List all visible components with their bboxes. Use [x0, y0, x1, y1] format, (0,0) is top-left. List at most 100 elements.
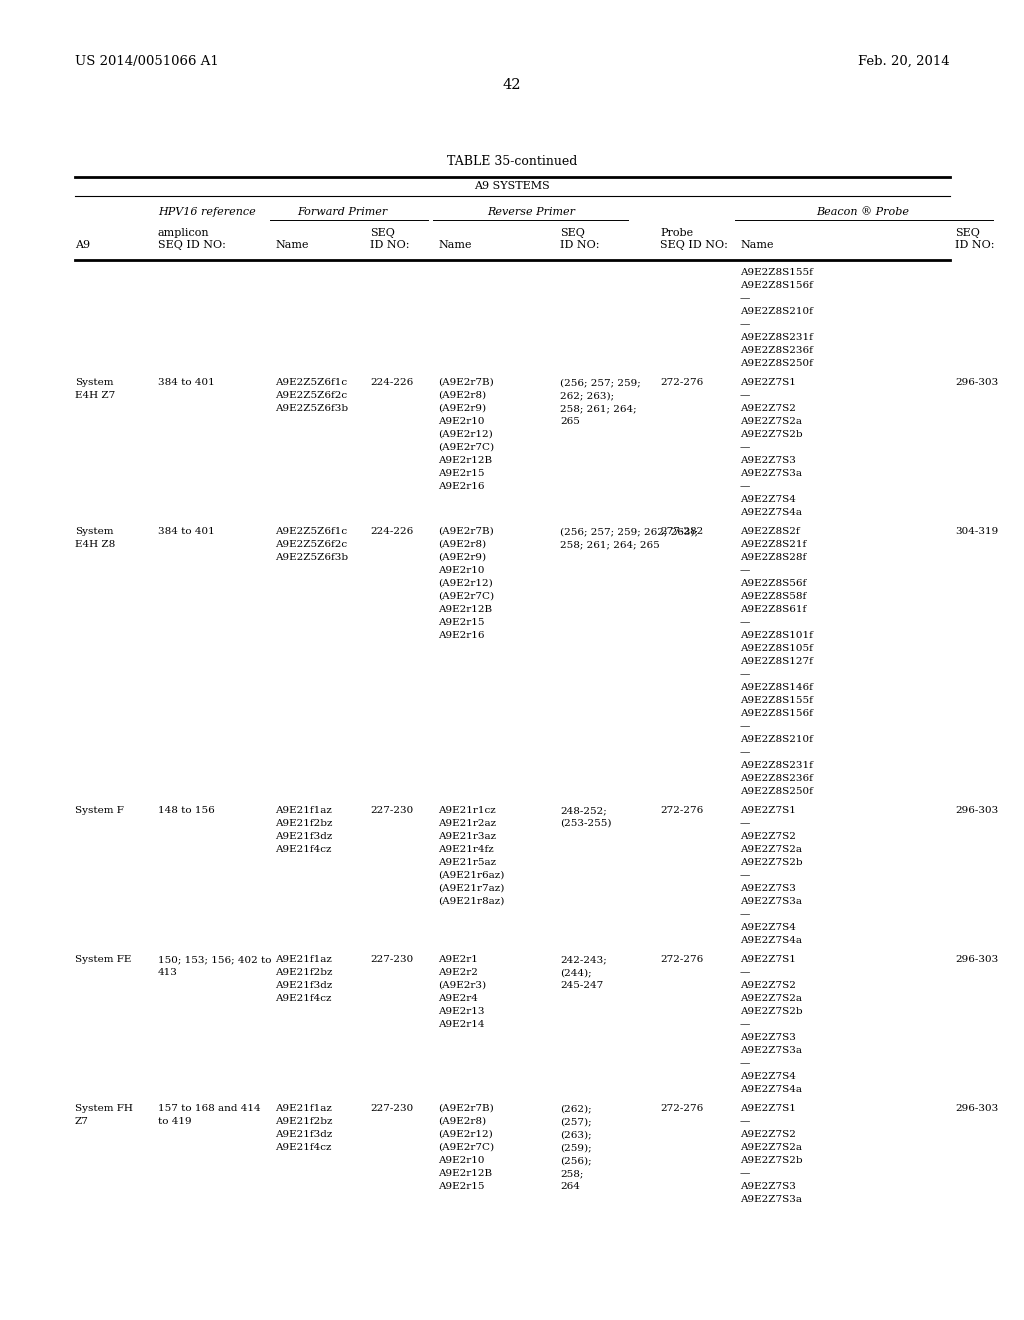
Text: A9E21f3dz: A9E21f3dz	[275, 1130, 333, 1139]
Text: A9E2Z8S210f: A9E2Z8S210f	[740, 308, 813, 315]
Text: A9E21f4cz: A9E21f4cz	[275, 994, 332, 1003]
Text: E4H Z7: E4H Z7	[75, 391, 116, 400]
Text: SEQ
ID NO:: SEQ ID NO:	[560, 228, 599, 249]
Text: 227-230: 227-230	[370, 954, 414, 964]
Text: 258; 261; 264; 265: 258; 261; 264; 265	[560, 540, 659, 549]
Text: A9E21f2bz: A9E21f2bz	[275, 968, 333, 977]
Text: A9E21r4fz: A9E21r4fz	[438, 845, 494, 854]
Text: Feb. 20, 2014: Feb. 20, 2014	[858, 55, 950, 69]
Text: A9 SYSTEMS: A9 SYSTEMS	[474, 181, 550, 191]
Text: A9E2r14: A9E2r14	[438, 1020, 484, 1030]
Text: 265: 265	[560, 417, 580, 426]
Text: A9E2Z5Z6f3b: A9E2Z5Z6f3b	[275, 404, 348, 413]
Text: A9E2Z7S4: A9E2Z7S4	[740, 1072, 796, 1081]
Text: A9E2Z8S58f: A9E2Z8S58f	[740, 591, 806, 601]
Text: 227-230: 227-230	[370, 1104, 414, 1113]
Text: A9E2r15: A9E2r15	[438, 1181, 484, 1191]
Text: System: System	[75, 527, 114, 536]
Text: A9E2Z8S210f: A9E2Z8S210f	[740, 735, 813, 744]
Text: A9E2Z8S231f: A9E2Z8S231f	[740, 333, 813, 342]
Text: A9E2r13: A9E2r13	[438, 1007, 484, 1016]
Text: System FH: System FH	[75, 1104, 133, 1113]
Text: Name: Name	[740, 240, 773, 249]
Text: A9E2Z8S127f: A9E2Z8S127f	[740, 657, 813, 667]
Text: A9E2r16: A9E2r16	[438, 482, 484, 491]
Text: (257);: (257);	[560, 1117, 592, 1126]
Text: (256; 257; 259;: (256; 257; 259;	[560, 378, 641, 387]
Text: 384 to 401: 384 to 401	[158, 527, 215, 536]
Text: A9E2Z7S2a: A9E2Z7S2a	[740, 417, 802, 426]
Text: A9E2Z7S2b: A9E2Z7S2b	[740, 1156, 803, 1166]
Text: A9E2r1: A9E2r1	[438, 954, 478, 964]
Text: 242-243;: 242-243;	[560, 954, 607, 964]
Text: A9E21f1az: A9E21f1az	[275, 807, 332, 814]
Text: 296-303: 296-303	[955, 807, 998, 814]
Text: Reverse Primer: Reverse Primer	[487, 207, 575, 216]
Text: —: —	[740, 1117, 751, 1126]
Text: 258;: 258;	[560, 1170, 584, 1177]
Text: A9E2Z7S4: A9E2Z7S4	[740, 495, 796, 504]
Text: (253-255): (253-255)	[560, 818, 611, 828]
Text: (A9E21r7az): (A9E21r7az)	[438, 884, 505, 894]
Text: amplicon
SEQ ID NO:: amplicon SEQ ID NO:	[158, 228, 226, 249]
Text: 262; 263);: 262; 263);	[560, 391, 614, 400]
Text: (259);: (259);	[560, 1143, 592, 1152]
Text: A9E2Z8S236f: A9E2Z8S236f	[740, 346, 813, 355]
Text: (A9E2r7C): (A9E2r7C)	[438, 591, 495, 601]
Text: A9E2Z7S2: A9E2Z7S2	[740, 1130, 796, 1139]
Text: (A9E21r6az): (A9E21r6az)	[438, 871, 505, 880]
Text: Z7: Z7	[75, 1117, 89, 1126]
Text: —: —	[740, 871, 751, 880]
Text: 304-319: 304-319	[955, 527, 998, 536]
Text: 277-282: 277-282	[660, 527, 703, 536]
Text: A9E21f3dz: A9E21f3dz	[275, 832, 333, 841]
Text: 224-226: 224-226	[370, 527, 414, 536]
Text: 150; 153; 156; 402 to: 150; 153; 156; 402 to	[158, 954, 271, 964]
Text: 258; 261; 264;: 258; 261; 264;	[560, 404, 637, 413]
Text: —: —	[740, 722, 751, 731]
Text: 157 to 168 and 414: 157 to 168 and 414	[158, 1104, 261, 1113]
Text: A9E2Z7S4a: A9E2Z7S4a	[740, 508, 802, 517]
Text: —: —	[740, 391, 751, 400]
Text: A9E21r5az: A9E21r5az	[438, 858, 496, 867]
Text: A9E2Z8S250f: A9E2Z8S250f	[740, 359, 813, 368]
Text: (A9E2r7C): (A9E2r7C)	[438, 1143, 495, 1152]
Text: A9E21f2bz: A9E21f2bz	[275, 1117, 333, 1126]
Text: A9E2Z8S236f: A9E2Z8S236f	[740, 774, 813, 783]
Text: A9E21r3az: A9E21r3az	[438, 832, 496, 841]
Text: A9E2Z8S21f: A9E2Z8S21f	[740, 540, 806, 549]
Text: TABLE 35-continued: TABLE 35-continued	[446, 154, 578, 168]
Text: A9E2r2: A9E2r2	[438, 968, 478, 977]
Text: A9: A9	[75, 240, 90, 249]
Text: A9E21f4cz: A9E21f4cz	[275, 1143, 332, 1152]
Text: A9E2Z8S105f: A9E2Z8S105f	[740, 644, 813, 653]
Text: A9E2Z7S2b: A9E2Z7S2b	[740, 430, 803, 440]
Text: A9E2Z8S155f: A9E2Z8S155f	[740, 268, 813, 277]
Text: A9E2Z5Z6f2c: A9E2Z5Z6f2c	[275, 391, 347, 400]
Text: A9E2Z8S146f: A9E2Z8S146f	[740, 682, 813, 692]
Text: (A9E2r7C): (A9E2r7C)	[438, 444, 495, 451]
Text: A9E2Z7S2a: A9E2Z7S2a	[740, 845, 802, 854]
Text: A9E2Z8S156f: A9E2Z8S156f	[740, 709, 813, 718]
Text: A9E2Z7S3a: A9E2Z7S3a	[740, 1195, 802, 1204]
Text: (244);: (244);	[560, 968, 592, 977]
Text: (A9E2r12): (A9E2r12)	[438, 430, 493, 440]
Text: A9E2Z7S3a: A9E2Z7S3a	[740, 469, 802, 478]
Text: HPV16 reference: HPV16 reference	[158, 207, 256, 216]
Text: Forward Primer: Forward Primer	[297, 207, 388, 216]
Text: SEQ
ID NO:: SEQ ID NO:	[955, 228, 994, 249]
Text: A9E2Z7S4a: A9E2Z7S4a	[740, 936, 802, 945]
Text: 413: 413	[158, 968, 178, 977]
Text: E4H Z8: E4H Z8	[75, 540, 116, 549]
Text: A9E21r2az: A9E21r2az	[438, 818, 496, 828]
Text: 296-303: 296-303	[955, 954, 998, 964]
Text: 245-247: 245-247	[560, 981, 603, 990]
Text: 248-252;: 248-252;	[560, 807, 607, 814]
Text: A9E2r15: A9E2r15	[438, 469, 484, 478]
Text: A9E2Z7S2a: A9E2Z7S2a	[740, 994, 802, 1003]
Text: US 2014/0051066 A1: US 2014/0051066 A1	[75, 55, 219, 69]
Text: A9E2Z8S250f: A9E2Z8S250f	[740, 787, 813, 796]
Text: A9E2Z7S1: A9E2Z7S1	[740, 954, 796, 964]
Text: A9E2Z7S3a: A9E2Z7S3a	[740, 1045, 802, 1055]
Text: Name: Name	[275, 240, 308, 249]
